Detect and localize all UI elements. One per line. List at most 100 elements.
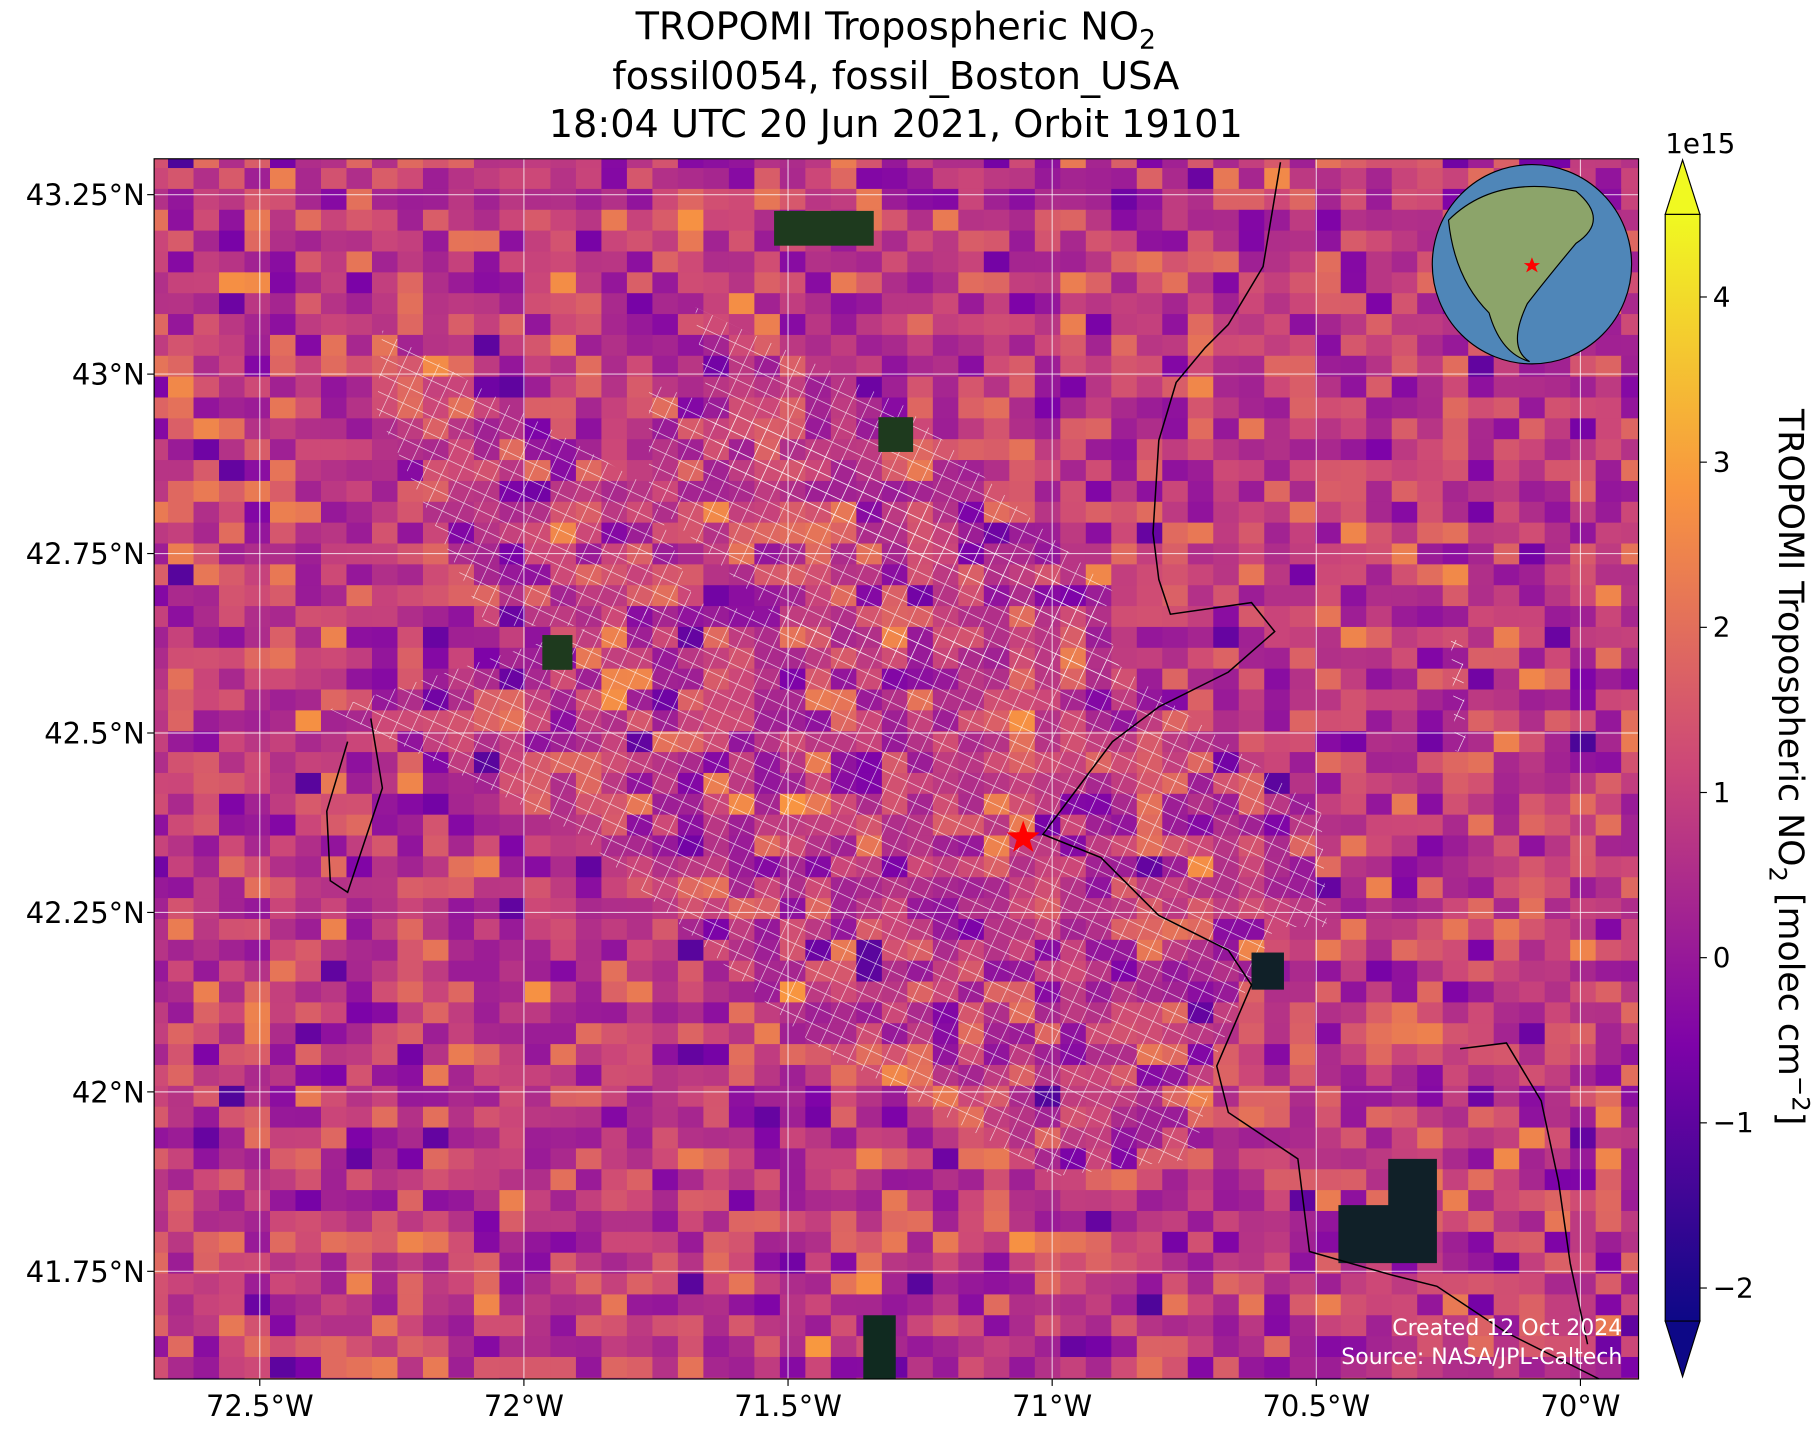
pixel <box>244 793 271 816</box>
pixel <box>244 1127 271 1149</box>
pixel <box>626 960 653 983</box>
pixel <box>473 814 501 837</box>
pixel <box>1391 158 1418 169</box>
pixel <box>1264 1336 1291 1358</box>
pixel <box>1468 1273 1495 1295</box>
pixel <box>1595 1169 1622 1191</box>
pixel <box>550 1148 577 1170</box>
pixel <box>1213 1148 1240 1170</box>
pixel <box>805 334 832 357</box>
swath <box>1450 637 1466 754</box>
pixel <box>830 251 857 273</box>
pixel <box>958 230 985 253</box>
pixel <box>371 772 399 795</box>
pixel <box>856 334 883 357</box>
pixel <box>1570 1023 1597 1045</box>
pixel <box>626 1064 653 1087</box>
pixel <box>320 1148 348 1170</box>
pixel <box>1417 1127 1444 1149</box>
pixel <box>1544 960 1571 983</box>
pixel <box>1162 1231 1189 1254</box>
pixel <box>1544 856 1571 878</box>
pixel <box>1111 251 1138 273</box>
pixel <box>1162 314 1189 336</box>
pixel <box>1162 293 1189 315</box>
pixel <box>1493 1336 1520 1358</box>
pixel <box>371 460 399 482</box>
pixel <box>397 230 424 253</box>
pixel <box>1391 460 1418 482</box>
pixel <box>499 188 526 211</box>
pixel <box>1238 1377 1265 1379</box>
pixel <box>677 960 704 983</box>
pixel <box>397 898 424 920</box>
pixel <box>1162 626 1189 649</box>
pixel <box>1442 835 1469 857</box>
pixel <box>1595 1085 1622 1108</box>
pixel <box>1060 168 1087 190</box>
pixel <box>779 1231 806 1254</box>
pixel <box>168 1252 195 1275</box>
pixel <box>193 1356 220 1379</box>
pixel <box>193 564 220 586</box>
pixel <box>932 1210 959 1233</box>
pixel <box>1085 1252 1112 1275</box>
pixel <box>805 1315 832 1337</box>
pixel <box>320 585 348 607</box>
pixel <box>193 1210 220 1233</box>
pixel <box>958 158 985 169</box>
pixel <box>626 1377 653 1379</box>
pixel <box>295 772 322 795</box>
pixel <box>219 1273 246 1295</box>
pixel <box>499 1064 526 1087</box>
pixel <box>1417 606 1444 628</box>
pixel <box>320 168 348 190</box>
pixel <box>1111 1190 1138 1212</box>
pixel <box>448 1106 475 1129</box>
pixel <box>1391 314 1418 336</box>
pixel <box>397 835 424 857</box>
pixel <box>1519 1273 1546 1295</box>
pixel <box>1289 272 1316 294</box>
pixel <box>1570 1336 1597 1358</box>
pixel <box>1621 564 1639 586</box>
pixel <box>1468 647 1495 670</box>
pixel <box>1493 1231 1520 1254</box>
pixel <box>1544 626 1571 649</box>
pixel <box>371 814 399 837</box>
pixel <box>575 960 602 983</box>
pixel <box>1391 272 1418 294</box>
pixel <box>1544 460 1571 482</box>
pixel <box>448 606 475 628</box>
pixel <box>1238 647 1265 670</box>
y-tick-label: 42.25°N <box>26 896 145 930</box>
pixel <box>881 272 908 294</box>
pixel <box>1417 1064 1444 1087</box>
pixel <box>830 1315 857 1337</box>
pixel <box>1493 793 1520 816</box>
pixel <box>575 1023 602 1045</box>
pixel <box>626 981 653 1003</box>
pixel <box>1289 230 1316 253</box>
pixel <box>1544 522 1571 545</box>
pixel <box>601 981 628 1003</box>
pixel <box>652 314 679 336</box>
pixel <box>1493 1085 1520 1108</box>
pixel <box>1417 543 1444 565</box>
pixel <box>703 1148 730 1170</box>
colorbar-bar <box>1664 213 1701 1322</box>
pixel <box>193 898 220 920</box>
pixel <box>1570 689 1597 711</box>
pixel <box>1340 397 1367 419</box>
pixel <box>1289 334 1316 357</box>
pixel <box>168 1190 195 1212</box>
pixel <box>1442 793 1469 816</box>
pixel <box>473 209 501 232</box>
pixel <box>270 230 297 253</box>
pixel <box>932 272 959 294</box>
pixel <box>244 1169 271 1191</box>
pixel <box>1442 939 1469 962</box>
pixel <box>575 1377 602 1379</box>
pixel <box>320 898 348 920</box>
pixel <box>524 314 552 336</box>
